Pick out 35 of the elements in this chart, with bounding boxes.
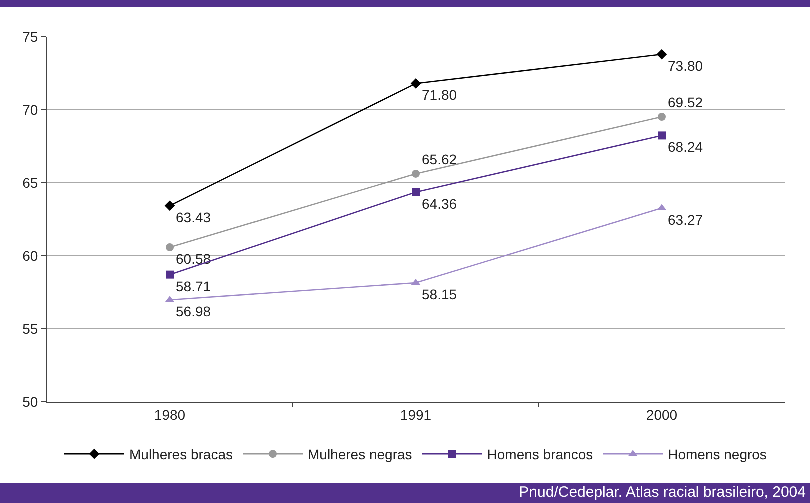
- point: [658, 132, 666, 140]
- data-label: 58.71: [176, 278, 212, 294]
- point: [412, 188, 420, 196]
- y-tick-label: 55: [22, 320, 38, 337]
- data-label: 64.36: [422, 196, 458, 212]
- point: [166, 244, 174, 252]
- x-tick-label: 2000: [646, 406, 678, 423]
- data-label: 65.62: [422, 151, 458, 168]
- y-tick-label: 70: [22, 102, 38, 118]
- point: [412, 170, 420, 178]
- y-tick-label: 60: [22, 248, 38, 264]
- point: [658, 113, 666, 122]
- data-label: 68.24: [668, 139, 704, 156]
- point: [164, 200, 176, 212]
- y-tick-label: 50: [22, 394, 38, 410]
- data-label: 63.43: [176, 209, 212, 226]
- point: [410, 78, 422, 89]
- x-tick-label: 1980: [154, 406, 186, 423]
- data-label: 71.80: [422, 87, 458, 104]
- data-label: 58.15: [422, 286, 458, 303]
- point: [166, 270, 174, 279]
- data-label: 69.52: [668, 94, 704, 111]
- y-tick-label: 75: [22, 28, 38, 45]
- data-label: 56.98: [176, 304, 212, 320]
- data-label: 73.80: [668, 58, 704, 74]
- x-tick-label: 1991: [400, 406, 432, 423]
- legend-label: Mulheres bracas: [130, 446, 233, 463]
- text: Pnud/Cedeplar. Atlas racial brasileiro, 2004: [519, 484, 806, 501]
- point: [656, 49, 668, 60]
- y-tick-label: 65: [22, 174, 38, 191]
- legend-label: Mulheres negras: [308, 446, 412, 463]
- legend-label: Homens brancos: [487, 446, 594, 463]
- legend-label: Homens negros: [668, 446, 767, 463]
- data-label: 63.27: [668, 212, 704, 228]
- data-label: 60.58: [176, 251, 212, 268]
